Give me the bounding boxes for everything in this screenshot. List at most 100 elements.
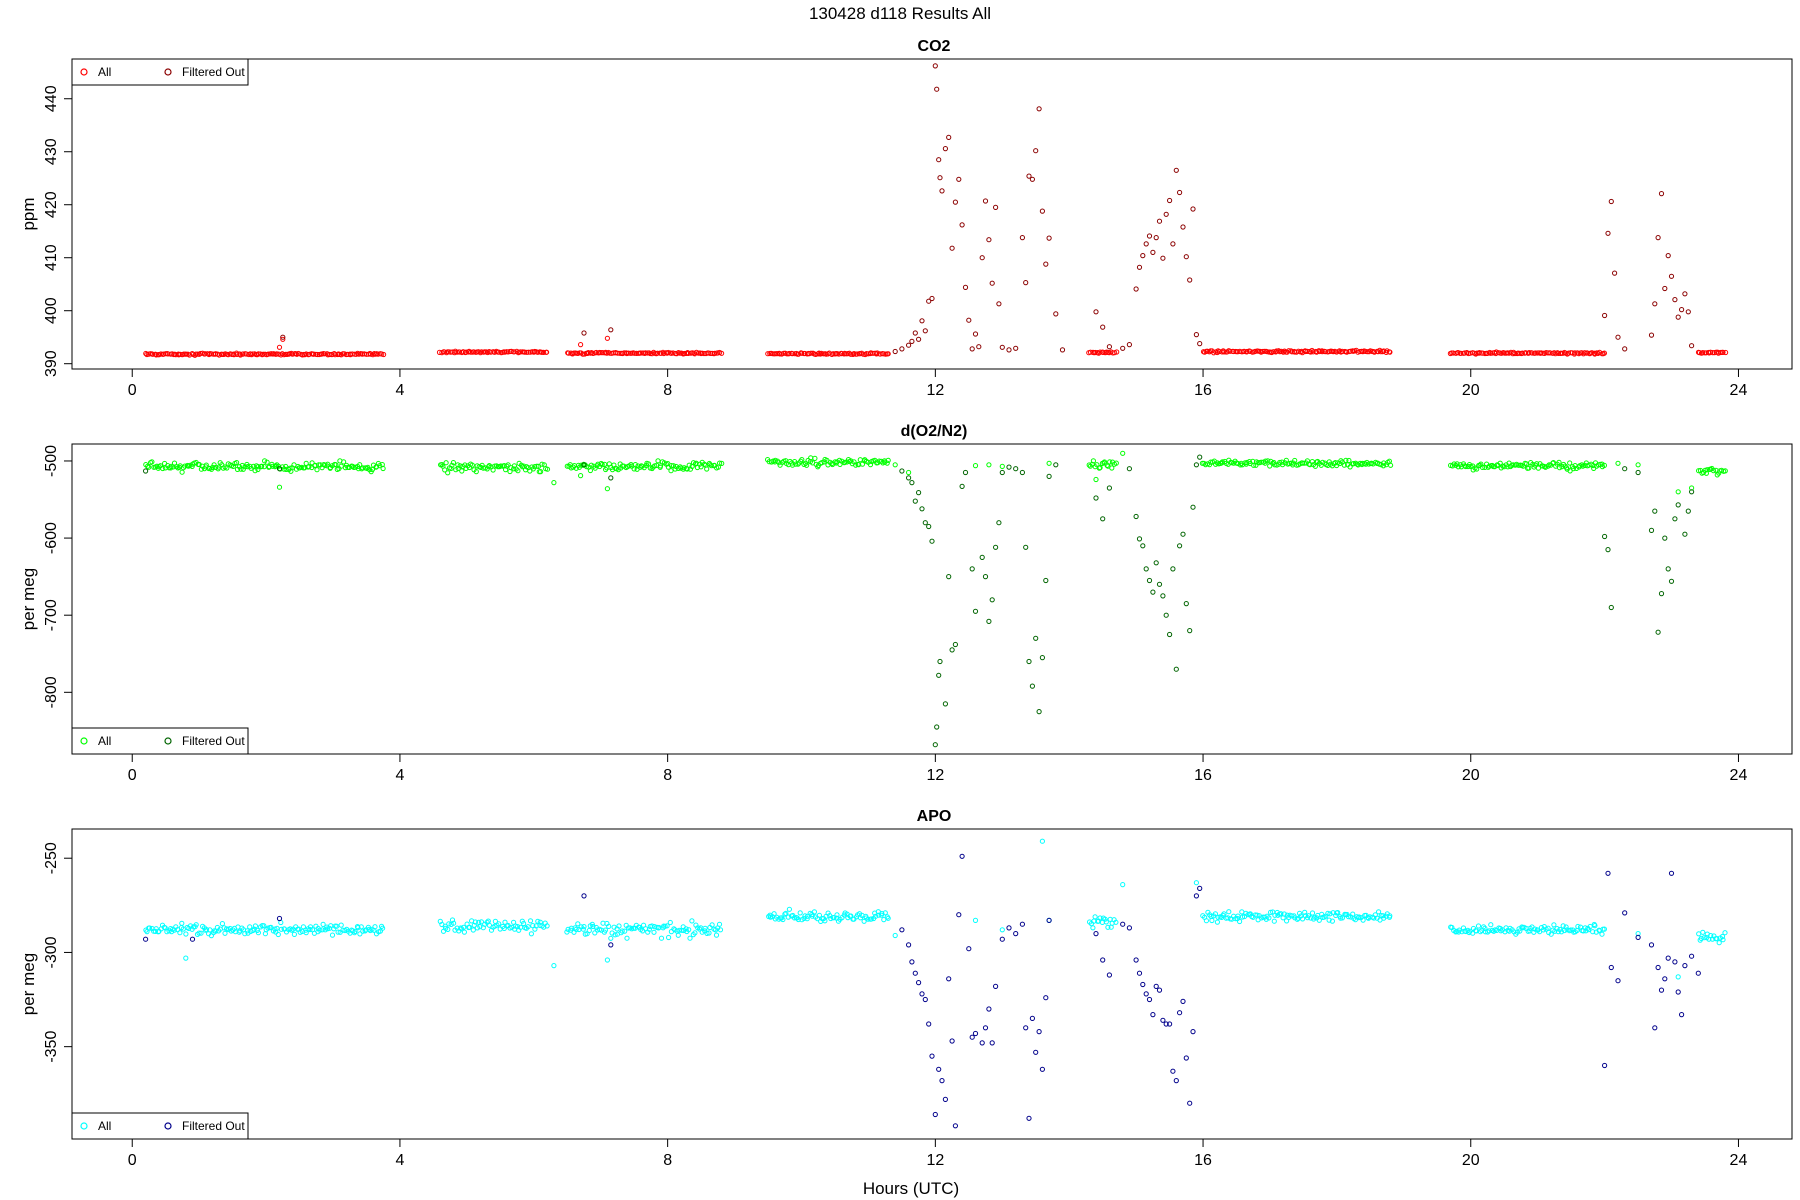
data-point [338, 922, 344, 928]
x-tick-label: 12 [926, 1152, 944, 1169]
data-point [505, 462, 511, 468]
data-point [1602, 1062, 1608, 1069]
data-point [1039, 838, 1046, 844]
data-point [1029, 176, 1036, 182]
data-point [972, 1030, 979, 1037]
data-point [1143, 566, 1149, 572]
data-point [203, 462, 209, 468]
data-point [1672, 959, 1678, 965]
data-point [1271, 918, 1277, 924]
data-point [527, 918, 534, 924]
data-point [145, 463, 151, 469]
data-point [320, 921, 326, 928]
data-point [1679, 307, 1685, 313]
data-point [608, 327, 614, 333]
data-point [912, 970, 918, 976]
data-point [1360, 917, 1366, 923]
data-point [1033, 635, 1039, 641]
data-point [581, 893, 587, 899]
data-point [1251, 462, 1257, 468]
data-point [1672, 297, 1678, 303]
data-point [1046, 235, 1052, 241]
data-point [1252, 348, 1258, 354]
data-point [578, 342, 584, 348]
data-point [1104, 462, 1110, 468]
data-point [645, 461, 652, 467]
data-point [221, 925, 227, 931]
data-point [1685, 508, 1691, 514]
legend-marker [80, 737, 88, 745]
data-point [608, 935, 614, 941]
data-point [255, 464, 261, 470]
data-point [1605, 547, 1611, 553]
data-point [709, 922, 715, 928]
x-tick-label: 4 [395, 382, 404, 399]
data-point [1026, 173, 1032, 179]
plot-frame [71, 828, 1793, 1140]
data-point [1092, 914, 1098, 920]
x-tick-label: 16 [1194, 382, 1212, 399]
y-tick-label: 430 [43, 138, 60, 165]
data-point [1177, 189, 1183, 196]
x-tick-label: 24 [1730, 767, 1748, 784]
legend-marker [164, 1122, 172, 1130]
data-point [989, 1040, 995, 1046]
x-tick-label: 16 [1194, 1152, 1212, 1169]
data-point [706, 930, 712, 936]
data-point [926, 523, 932, 530]
data-point [454, 349, 460, 355]
axes: 0 4 8 12 16 20 24 390 400 410 420 430 440 [43, 85, 1747, 399]
data-point [1170, 566, 1176, 572]
data-point [312, 462, 318, 468]
data-point [1662, 285, 1668, 292]
data-point [1698, 935, 1704, 942]
data-point [1097, 349, 1103, 355]
data-point [528, 931, 535, 937]
data-point [589, 921, 595, 927]
data-point [786, 350, 792, 357]
data-point [1682, 531, 1688, 537]
x-tick-label: 24 [1730, 382, 1748, 399]
data-point [704, 466, 710, 472]
data-point [1039, 208, 1046, 214]
data-point [1563, 924, 1569, 930]
data-point [962, 469, 969, 476]
data-point [1339, 915, 1346, 921]
data-point [966, 946, 972, 952]
data-point [179, 920, 185, 926]
data-point [581, 330, 587, 336]
data-point [1519, 350, 1526, 356]
data-point [1100, 324, 1106, 330]
data-point [1584, 350, 1590, 356]
data-point [1648, 332, 1655, 338]
data-point [1013, 931, 1019, 937]
data-point [1214, 919, 1221, 925]
data-point [1173, 666, 1179, 672]
data-point [1113, 460, 1119, 466]
data-point [478, 919, 484, 925]
data-point [153, 352, 159, 358]
data-point [1013, 466, 1019, 472]
data-point [946, 976, 952, 982]
data-point [522, 349, 528, 355]
data-point [1273, 348, 1280, 354]
data-point [719, 460, 725, 466]
data-point [1658, 191, 1665, 197]
data-point [1109, 465, 1115, 471]
data-point [1120, 450, 1126, 456]
data-point [1655, 235, 1661, 241]
data-point [450, 460, 456, 466]
data-point [469, 462, 475, 468]
data-point [1532, 350, 1539, 356]
data-point [942, 146, 949, 152]
data-point [1180, 531, 1186, 537]
data-point [1531, 929, 1537, 935]
data-point [1241, 348, 1247, 354]
data-point [143, 936, 149, 942]
data-point [885, 457, 891, 463]
data-point [1160, 1017, 1166, 1023]
data-point [515, 468, 521, 474]
legend-box [71, 727, 249, 755]
data-point [836, 351, 842, 357]
data-point [604, 335, 611, 341]
